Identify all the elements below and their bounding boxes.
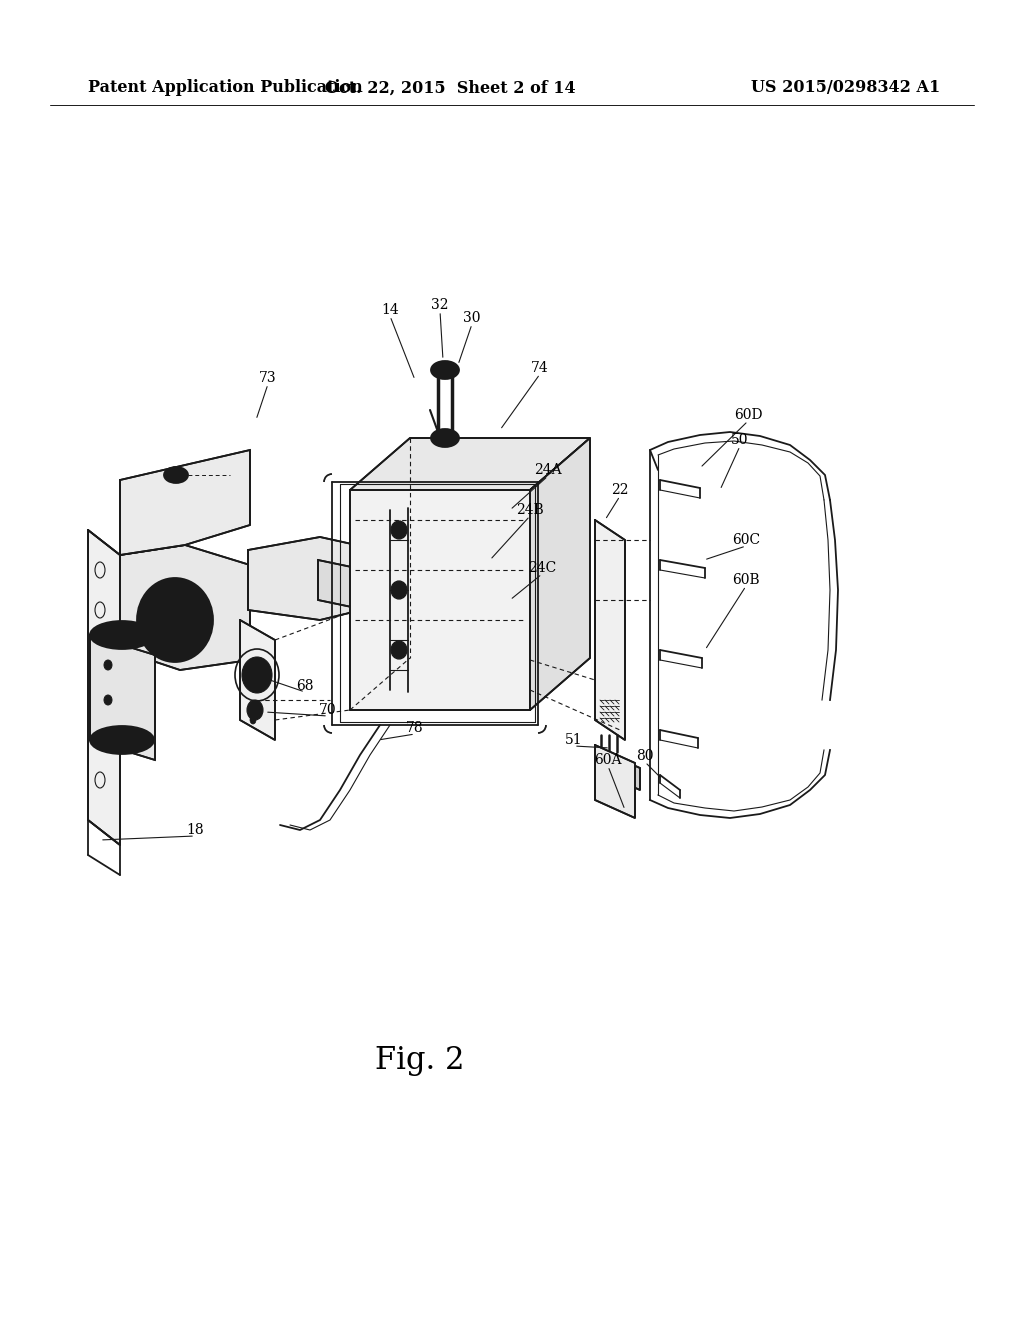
Ellipse shape — [104, 730, 112, 741]
Polygon shape — [240, 620, 275, 741]
Ellipse shape — [247, 700, 263, 719]
Polygon shape — [90, 635, 155, 760]
Text: 24B: 24B — [516, 503, 544, 517]
Ellipse shape — [391, 581, 407, 599]
Text: 60C: 60C — [732, 533, 760, 546]
Text: 51: 51 — [565, 733, 583, 747]
Ellipse shape — [90, 726, 154, 754]
Polygon shape — [248, 537, 370, 620]
Polygon shape — [595, 520, 625, 741]
Text: Patent Application Publication: Patent Application Publication — [88, 79, 362, 96]
Text: 22: 22 — [611, 483, 629, 498]
Text: 14: 14 — [381, 304, 399, 317]
Ellipse shape — [90, 620, 154, 649]
Text: US 2015/0298342 A1: US 2015/0298342 A1 — [751, 79, 940, 96]
Text: 80: 80 — [636, 748, 653, 763]
Ellipse shape — [164, 467, 188, 483]
Text: 78: 78 — [407, 721, 424, 735]
Text: 74: 74 — [531, 360, 549, 375]
Polygon shape — [622, 760, 640, 789]
Text: 30: 30 — [463, 312, 480, 325]
Ellipse shape — [137, 578, 213, 663]
Text: 18: 18 — [186, 822, 204, 837]
Text: 50: 50 — [731, 433, 749, 447]
Text: 70: 70 — [319, 704, 337, 717]
Ellipse shape — [391, 521, 407, 539]
Ellipse shape — [153, 595, 197, 645]
Polygon shape — [530, 438, 590, 710]
Polygon shape — [350, 438, 590, 490]
Text: 60D: 60D — [734, 408, 762, 422]
Text: Oct. 22, 2015  Sheet 2 of 14: Oct. 22, 2015 Sheet 2 of 14 — [325, 79, 575, 96]
Text: 24C: 24C — [528, 561, 556, 576]
Text: 32: 32 — [431, 298, 449, 312]
Text: Fig. 2: Fig. 2 — [375, 1044, 465, 1076]
Ellipse shape — [431, 429, 459, 447]
Text: 68: 68 — [296, 678, 313, 693]
Ellipse shape — [145, 586, 205, 653]
Text: 60B: 60B — [732, 573, 760, 587]
Ellipse shape — [104, 696, 112, 705]
Text: 24A: 24A — [535, 463, 562, 477]
Polygon shape — [350, 490, 530, 710]
Ellipse shape — [431, 360, 459, 379]
Text: 60A: 60A — [594, 752, 622, 767]
Ellipse shape — [104, 660, 112, 671]
Polygon shape — [120, 545, 250, 671]
Text: 73: 73 — [259, 371, 276, 385]
Ellipse shape — [391, 642, 407, 659]
Ellipse shape — [250, 715, 256, 723]
Polygon shape — [88, 531, 120, 845]
Ellipse shape — [242, 657, 272, 693]
Polygon shape — [318, 560, 390, 615]
Polygon shape — [120, 450, 250, 554]
Polygon shape — [595, 744, 635, 818]
